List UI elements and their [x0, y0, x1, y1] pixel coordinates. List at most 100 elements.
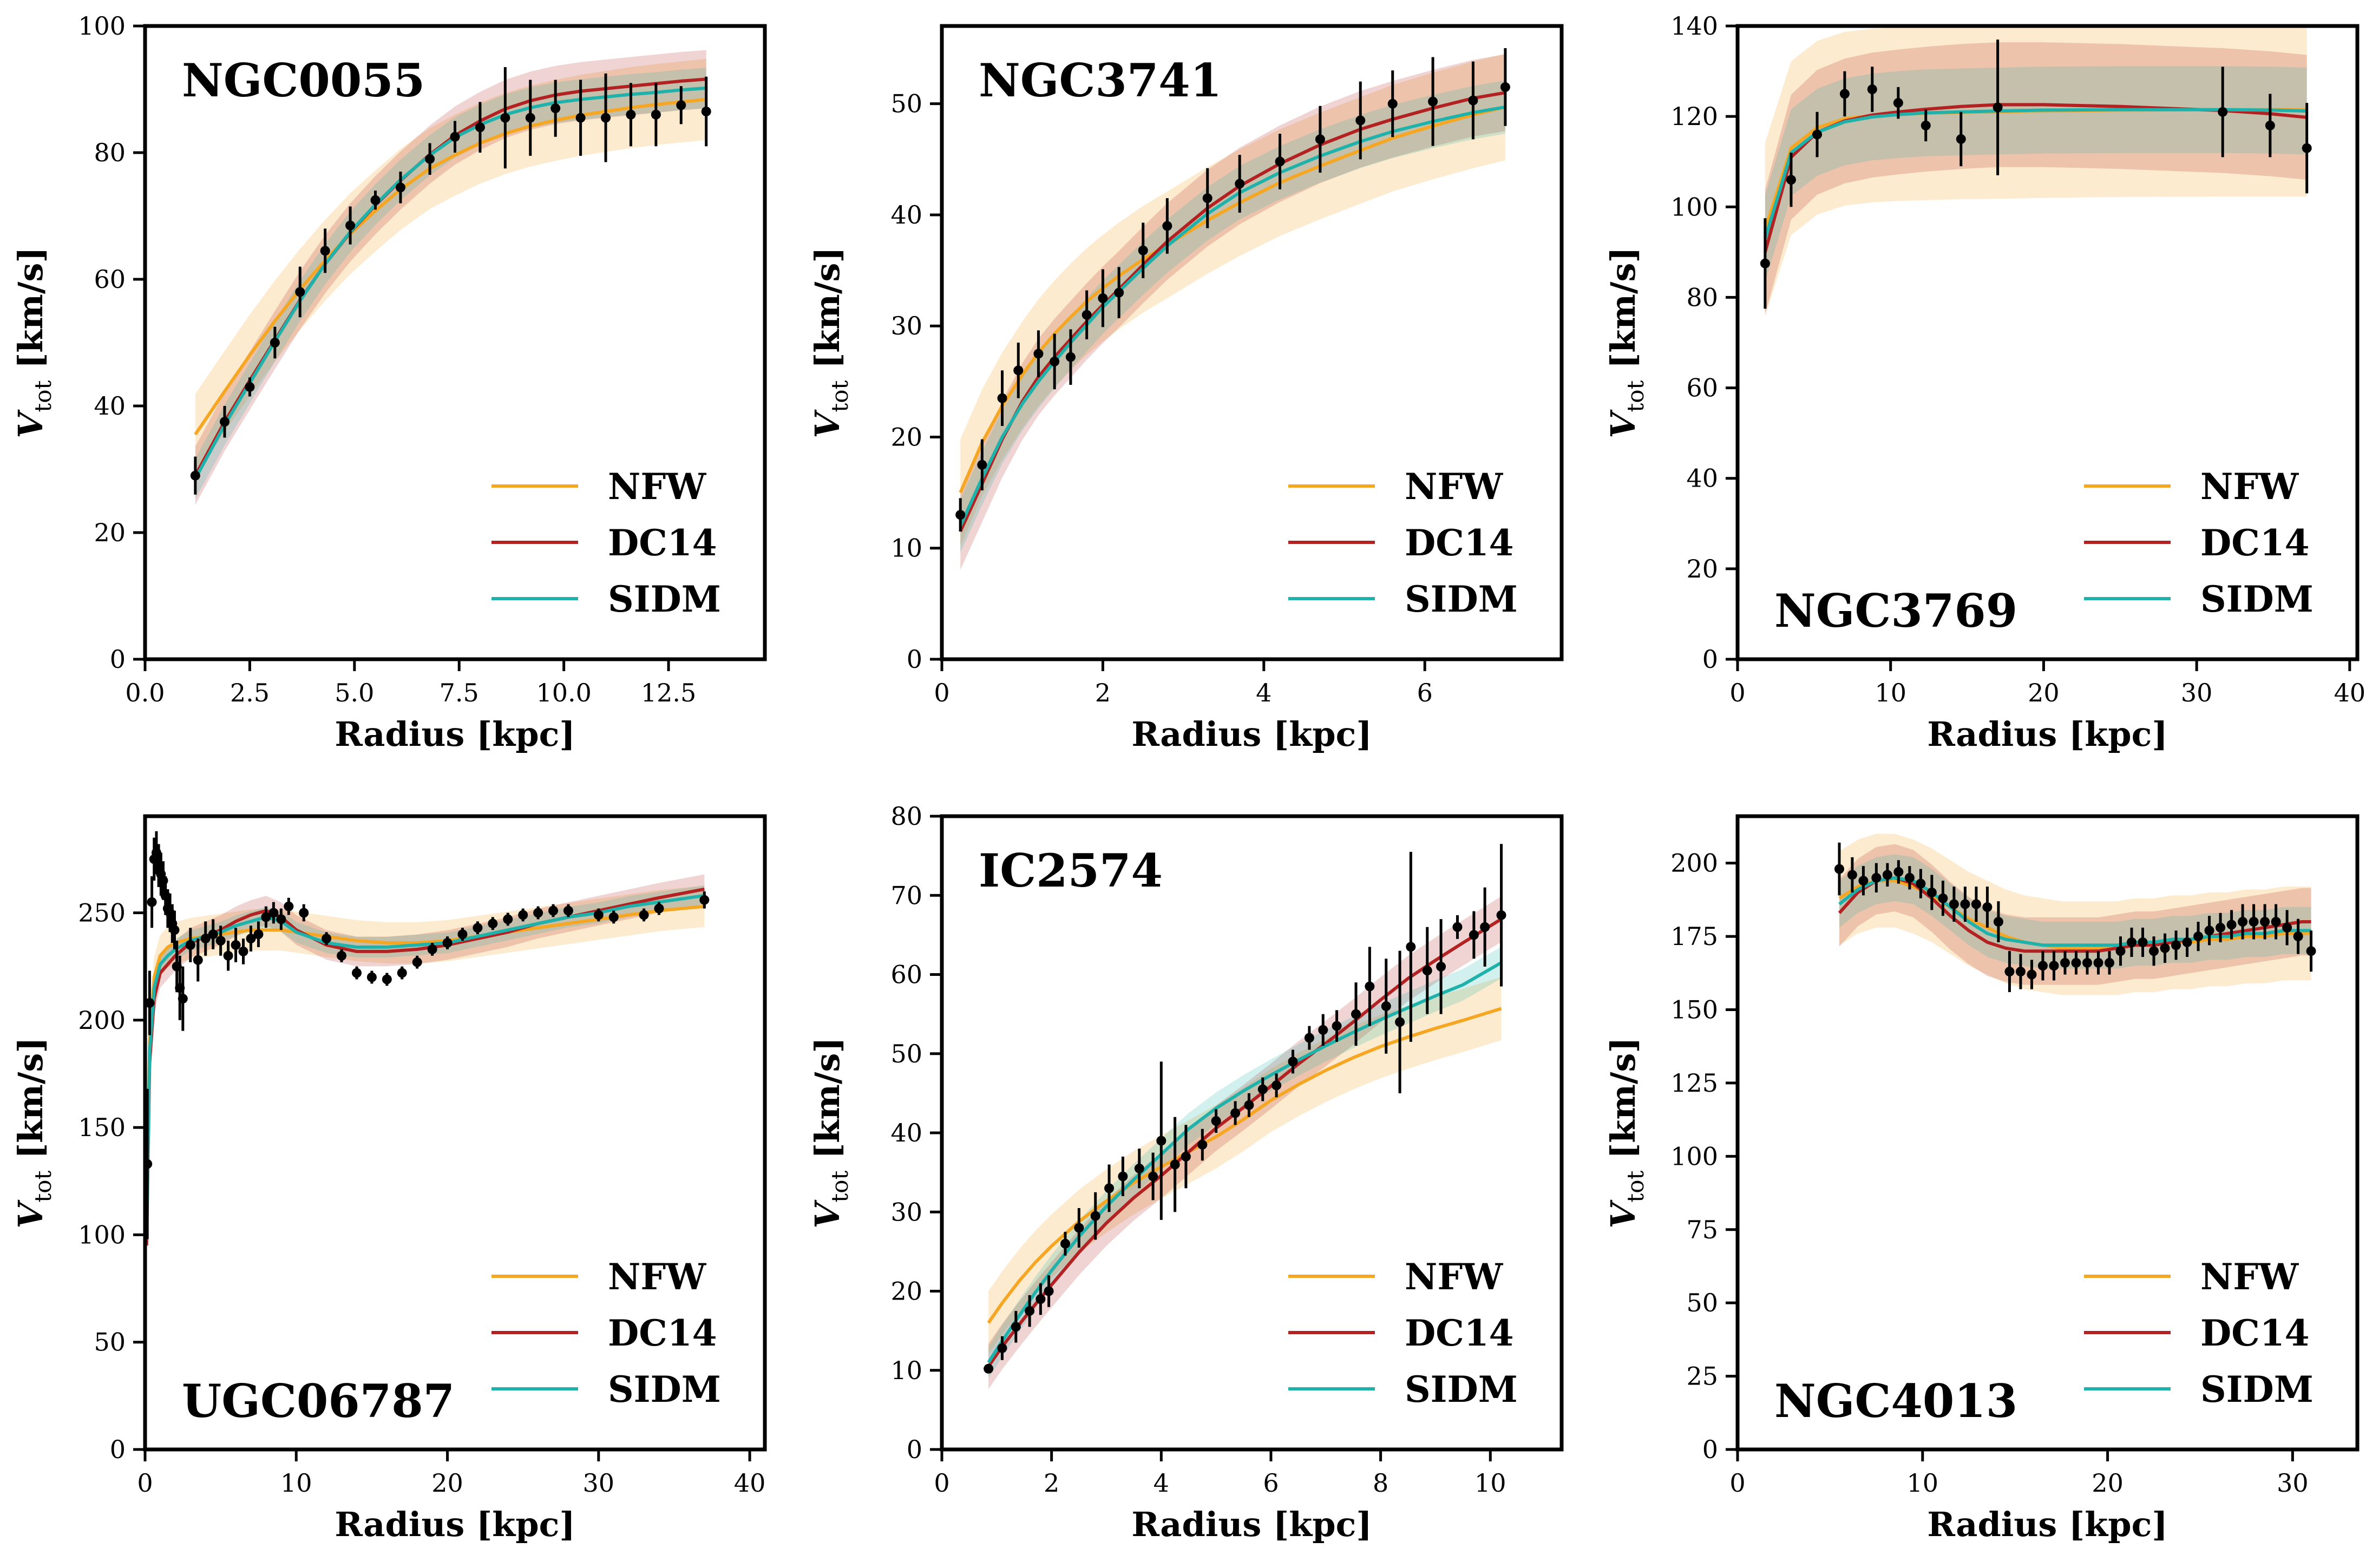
y-tick-label: 0 — [907, 645, 922, 674]
y-tick-label: 20 — [94, 518, 126, 547]
data-point — [1090, 1211, 1100, 1221]
data-point — [1500, 82, 1510, 92]
y-tick-label: 60 — [890, 960, 922, 989]
data-point — [145, 998, 155, 1008]
x-tick-label: 0 — [137, 1468, 153, 1498]
legend-label-dc14: DC14 — [608, 1312, 717, 1354]
data-point — [2082, 957, 2092, 968]
x-tick-label: 12.5 — [641, 678, 696, 707]
data-point — [2204, 926, 2214, 936]
data-point — [1858, 876, 1869, 886]
y-tick-label: 100 — [78, 1220, 126, 1249]
data-point — [246, 934, 256, 944]
plot-area — [984, 844, 1506, 1389]
data-point — [1074, 1223, 1084, 1233]
x-tick-label: 30 — [583, 1468, 615, 1498]
x-tick-label: 30 — [2277, 1468, 2309, 1498]
data-point — [2182, 937, 2192, 947]
plot-area — [190, 50, 711, 505]
data-point — [608, 912, 619, 922]
band-sidm — [1765, 66, 2307, 283]
plot-area — [1834, 834, 2316, 995]
data-point — [425, 154, 435, 164]
galaxy-name: NGC4013 — [1774, 1374, 2017, 1428]
data-point — [488, 919, 498, 929]
data-point — [503, 914, 513, 924]
y-tick-label: 20 — [890, 422, 922, 451]
data-point — [1134, 1163, 1144, 1173]
legend-label-sidm: SIDM — [2200, 578, 2314, 620]
data-point — [1118, 1171, 1128, 1182]
legend: NFW DC14 SIDM — [2084, 1256, 2314, 1410]
y-axis-label: Vtot [km/s] — [808, 1037, 853, 1229]
x-tick-label: 0 — [934, 678, 949, 707]
data-point — [450, 132, 460, 142]
data-point — [1847, 870, 1857, 880]
y-tick-label: 30 — [890, 311, 922, 340]
panel-ugc06787: 0 10 20 30 40 0 50 100 150 200 250 Radius [kpc] Vtot… — [11, 814, 767, 1544]
data-point — [2093, 957, 2103, 968]
data-point — [178, 994, 188, 1004]
data-point — [1355, 115, 1366, 126]
y-tick-label: 75 — [1686, 1215, 1718, 1244]
y-tick-label: 60 — [1686, 373, 1718, 403]
data-point — [525, 113, 535, 123]
data-point — [1235, 179, 1245, 189]
galaxy-name: UGC06787 — [182, 1374, 455, 1428]
data-point — [1938, 893, 1948, 903]
y-tick-label: 40 — [1686, 464, 1718, 493]
x-tick-label: 0 — [1729, 1468, 1745, 1498]
data-point — [601, 113, 611, 123]
data-point — [701, 106, 711, 116]
data-point — [382, 974, 392, 985]
data-point — [1882, 870, 1892, 880]
data-point — [2238, 917, 2248, 927]
data-point — [2306, 946, 2316, 956]
data-point — [2149, 946, 2159, 956]
data-point — [1351, 1009, 1361, 1019]
data-point — [268, 908, 279, 918]
data-point — [1098, 293, 1108, 303]
data-point — [261, 912, 271, 922]
data-point — [1468, 95, 1478, 106]
data-point — [1893, 867, 1904, 877]
data-point — [193, 955, 203, 965]
band-nfw — [1839, 834, 2311, 995]
y-tick-label: 10 — [890, 534, 922, 563]
data-point — [1138, 245, 1148, 255]
data-point — [2171, 940, 2181, 950]
y-tick-label: 20 — [1686, 554, 1718, 583]
data-point — [1025, 1306, 1035, 1316]
band-nfw — [988, 976, 1502, 1355]
data-point — [1893, 98, 1903, 108]
data-point — [1428, 96, 1438, 107]
data-point — [1170, 1159, 1180, 1170]
data-point — [395, 182, 405, 193]
data-point — [1202, 193, 1213, 204]
legend-label-nfw: NFW — [2200, 465, 2299, 508]
plot-frame — [940, 24, 1564, 661]
legend-label-nfw: NFW — [1405, 465, 1503, 508]
panel-ngc4013: 0 10 20 30 0 25 50 75 100 125 150 175 200 Radius [kpc… — [1603, 814, 2360, 1544]
data-point — [2160, 943, 2170, 953]
y-tick-label: 40 — [890, 200, 922, 229]
data-point — [1916, 878, 1926, 889]
data-point — [1387, 99, 1398, 109]
y-tick-label: 150 — [1670, 995, 1718, 1025]
y-tick-label: 175 — [1670, 922, 1718, 951]
y-tick-label: 100 — [1670, 192, 1718, 221]
data-point — [575, 113, 586, 123]
data-point — [1257, 1084, 1268, 1094]
data-point — [676, 100, 686, 110]
plot-area — [955, 48, 1510, 570]
data-point — [1114, 287, 1124, 298]
data-point — [1288, 1057, 1298, 1067]
data-point — [1867, 84, 1877, 94]
galaxy-name: NGC0055 — [182, 54, 425, 107]
x-tick-label: 6 — [1417, 678, 1433, 707]
y-tick-label: 0 — [1702, 1435, 1718, 1464]
data-point — [1993, 917, 2003, 927]
data-point — [1065, 352, 1076, 362]
data-point — [2293, 931, 2303, 942]
data-point — [2004, 967, 2015, 977]
